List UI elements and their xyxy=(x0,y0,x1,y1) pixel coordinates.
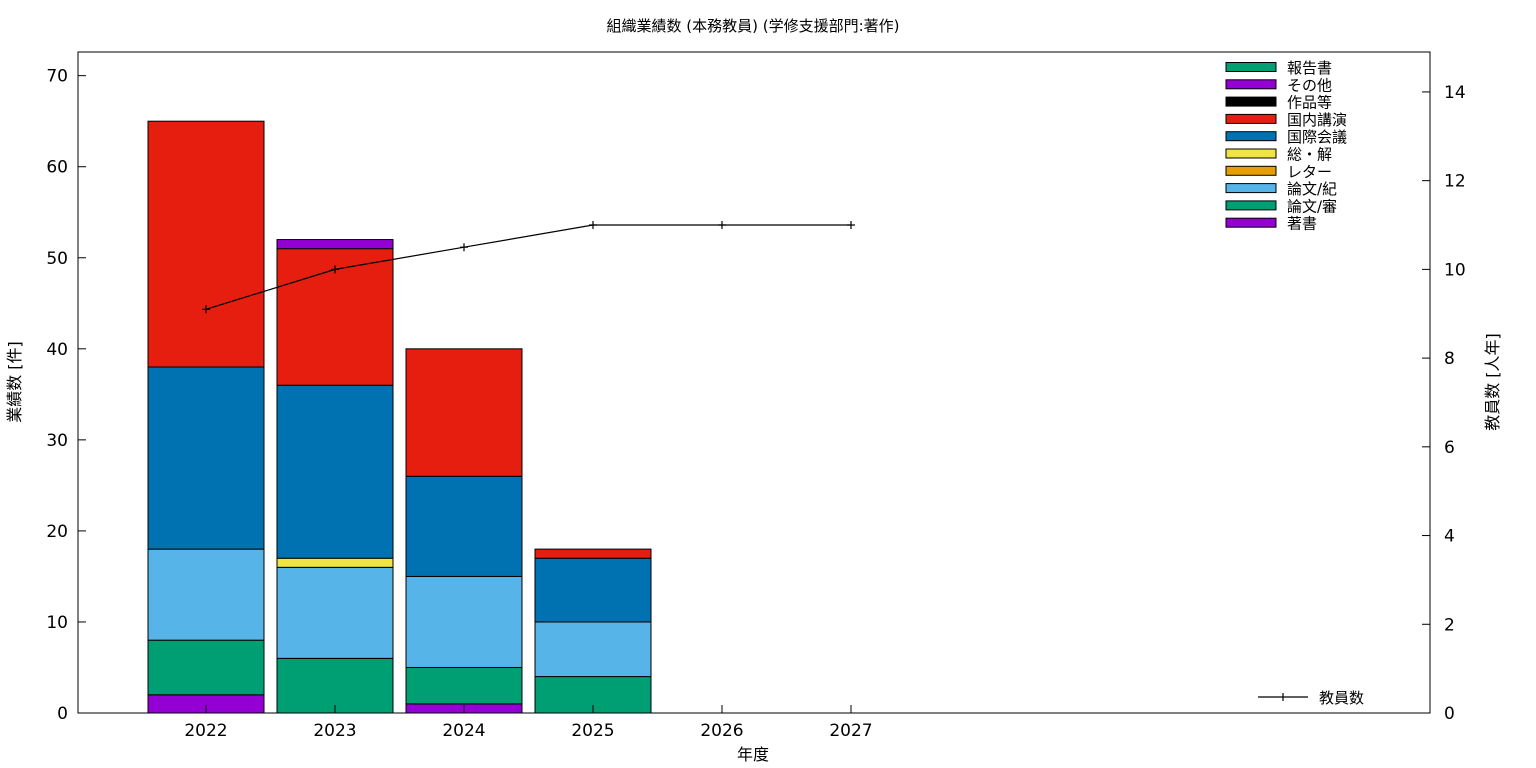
y2-tick-label: 2 xyxy=(1444,615,1455,635)
bar-segment xyxy=(534,621,652,678)
bar-segment xyxy=(147,366,265,550)
line-legend: 教員数 xyxy=(1258,689,1364,707)
line-point xyxy=(331,265,339,274)
line-series xyxy=(205,224,851,310)
legend-swatch xyxy=(1225,96,1277,107)
x-tick-label: 2027 xyxy=(829,721,872,741)
legend-label: 論文/紀 xyxy=(1287,180,1337,198)
line-legend-label: 教員数 xyxy=(1319,689,1364,707)
bar-segment xyxy=(276,566,394,659)
legend-label: 作品等 xyxy=(1287,94,1332,112)
x-axis-label: 年度 xyxy=(737,745,769,764)
legend-label: レター xyxy=(1287,163,1332,181)
y-axis-label: 業績数 [件] xyxy=(5,341,24,423)
x-tick-label: 2022 xyxy=(184,721,227,741)
y-tick-label: 0 xyxy=(57,704,68,724)
bar-segment xyxy=(276,384,394,559)
y2-tick-label: 4 xyxy=(1444,527,1455,547)
bar-segment xyxy=(147,120,265,368)
x-tick-label: 2026 xyxy=(700,721,743,741)
bars-layer xyxy=(147,120,652,714)
y-tick-label: 50 xyxy=(46,249,68,269)
bar-segment xyxy=(534,548,652,559)
x-tick-label: 2025 xyxy=(571,721,614,741)
y2-tick-label: 10 xyxy=(1444,260,1466,280)
y-tick-label: 70 xyxy=(46,67,68,87)
legend-swatch xyxy=(1225,217,1277,228)
legend-label: 論文/審 xyxy=(1287,197,1337,215)
bar-segment xyxy=(405,575,523,668)
x-tick-label: 2024 xyxy=(442,721,485,741)
bar-segment xyxy=(276,657,394,714)
legend-swatch xyxy=(1225,200,1277,211)
legend-label: 総・解 xyxy=(1287,146,1332,164)
line-point xyxy=(589,221,597,230)
y2-tick-label: 6 xyxy=(1444,438,1455,458)
legend-label: 国内講演 xyxy=(1287,111,1347,129)
line-point xyxy=(847,221,855,230)
legend-swatch xyxy=(1225,113,1277,124)
y2-tick-label: 14 xyxy=(1444,83,1466,103)
y2-axis-label: 教員数 [人年] xyxy=(1483,333,1502,431)
legend-swatch xyxy=(1225,62,1277,72)
bar-segment xyxy=(405,348,523,477)
y-tick-label: 10 xyxy=(46,613,68,633)
legend-swatch xyxy=(1225,131,1277,142)
legend-swatch xyxy=(1225,165,1277,176)
legend-swatch xyxy=(1225,79,1277,90)
y2-tick-label: 12 xyxy=(1444,172,1466,192)
bar-segment xyxy=(276,239,394,250)
legend-label: 著書 xyxy=(1287,215,1317,233)
y-tick-label: 60 xyxy=(46,158,68,178)
y2-tick-label: 0 xyxy=(1444,704,1455,724)
bar-segment xyxy=(405,666,523,705)
line-point xyxy=(202,305,210,314)
legend-swatch xyxy=(1225,183,1277,194)
legend-swatch xyxy=(1225,148,1277,159)
legend-label: 報告書 xyxy=(1287,59,1332,77)
chart-title: 組織業績数 (本務教員) (学修支援部門:著作) xyxy=(607,17,900,35)
legend-label: 国際会議 xyxy=(1287,128,1347,146)
plot-frame xyxy=(77,51,1431,714)
axes-layer: 0 10 20 30 40 50 60 70 0 2 4 6 8 10 12 14 2022 2023 2024 20… xyxy=(46,67,1465,741)
line-point xyxy=(718,221,726,230)
bar-segment xyxy=(405,475,523,577)
bar-segment xyxy=(147,639,265,696)
line-point xyxy=(460,243,468,252)
legend-label: その他 xyxy=(1287,76,1332,94)
y-tick-label: 30 xyxy=(46,431,68,451)
y2-tick-label: 8 xyxy=(1444,349,1455,369)
line-layer xyxy=(202,221,855,314)
bar-segment xyxy=(147,548,265,641)
bar-segment xyxy=(276,557,394,568)
y-tick-label: 40 xyxy=(46,340,68,360)
x-tick-label: 2023 xyxy=(313,721,356,741)
bar-segment xyxy=(534,557,652,623)
y-tick-label: 20 xyxy=(46,522,68,542)
